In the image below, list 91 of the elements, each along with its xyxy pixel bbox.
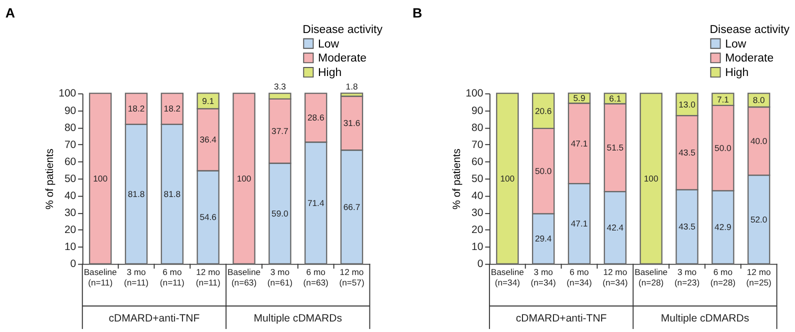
data-label: 100: [500, 173, 515, 184]
data-label: 51.5: [606, 142, 624, 153]
data-label: 100: [236, 173, 252, 184]
data-label: 59.0: [272, 208, 289, 218]
data-label: 50.0: [714, 142, 732, 153]
data-label: 81.8: [164, 188, 181, 199]
y-tick-label: 80: [472, 122, 484, 134]
data-label: 7.1: [716, 94, 730, 104]
x-tick-label: 12 mo (n=34): [602, 266, 628, 288]
y-tick-label: 40: [64, 190, 76, 202]
data-label: 1.8: [346, 81, 358, 92]
y-tick-label: 20: [64, 224, 76, 236]
y-tick-label: 100: [58, 88, 76, 100]
chart-title: A: [5, 6, 16, 21]
y-tick-label: 60: [64, 156, 76, 168]
text: cDMARD+anti-TNF: [516, 312, 607, 324]
y-tick-label: 80: [64, 122, 76, 134]
y-tick-label: 10: [64, 241, 76, 254]
data-label: 13.0: [678, 99, 696, 110]
x-tick-label: 12 mo (n=57): [339, 266, 364, 288]
text: Multiple cDMARDs: [254, 312, 342, 324]
y-tick-label: 50: [472, 172, 484, 185]
data-label: 43.5: [678, 147, 696, 158]
text: cDMARD+anti-TNF: [108, 312, 200, 324]
legend-label: Moderate: [318, 52, 367, 65]
data-label: 9.1: [202, 96, 214, 106]
chart-title: B: [412, 6, 422, 21]
data-label: 31.6: [343, 118, 360, 128]
legend-label: Low: [725, 38, 747, 50]
data-label: 42.4: [606, 222, 624, 233]
data-label: 42.9: [714, 222, 732, 232]
data-label: 54.6: [200, 212, 217, 222]
data-label: 18.2: [128, 104, 145, 114]
y-tick-label: 60: [472, 156, 484, 168]
x-tick-label: 3 mo (n=34): [530, 266, 556, 288]
x-tick-label: 6 mo (n=34): [566, 266, 592, 288]
data-label: 50.0: [534, 166, 552, 176]
data-label: 20.6: [534, 106, 552, 116]
data-label: 29.4: [534, 234, 552, 244]
data-label: 47.1: [570, 218, 588, 229]
data-label: 81.8: [128, 188, 145, 199]
data-label: 43.5: [678, 222, 696, 232]
y-tick-label: 70: [472, 138, 484, 151]
y-tick-label: 50: [64, 172, 76, 185]
y-tick-label: 0: [477, 258, 484, 270]
data-label: 100: [93, 173, 108, 184]
x-tick-label: Baseline (n=28): [634, 266, 668, 288]
data-label: 52.0: [750, 214, 768, 224]
x-tick-label: Baseline (n=63): [227, 266, 261, 288]
y-tick-label: 20: [472, 224, 484, 236]
y-tick-label: 40: [472, 190, 484, 202]
data-label: 71.4: [307, 198, 324, 208]
y-tick-label: 10: [472, 241, 484, 254]
x-tick-label: Baseline (n=34): [490, 266, 524, 288]
text: Multiple cDMARDs: [660, 312, 750, 324]
data-label: 100: [644, 173, 658, 184]
data-label: 6.1: [609, 93, 622, 104]
data-label: 8.0: [752, 95, 766, 106]
legend-label: Moderate: [725, 52, 774, 65]
data-label: 5.9: [573, 93, 586, 104]
legend-title: Disease activity: [710, 24, 790, 36]
data-label: 3.3: [274, 82, 286, 92]
data-label: 47.1: [570, 138, 588, 148]
data-label: 28.6: [307, 112, 324, 123]
legend-title: Disease activity: [302, 24, 383, 36]
x-tick-label: Baseline (n=11): [84, 266, 118, 288]
x-tick-label: 12 mo (n=11): [196, 266, 220, 288]
data-label: 66.7: [343, 202, 360, 212]
y-tick-label: 100: [466, 88, 484, 100]
legend-label: High: [318, 67, 342, 80]
x-tick-label: 6 mo (n=11): [160, 266, 185, 288]
y-tick-label: 90: [64, 104, 76, 117]
x-tick-label: 6 mo (n=28): [710, 266, 736, 288]
x-tick-label: 3 mo (n=23): [674, 266, 700, 288]
y-axis-title: % of patients: [450, 148, 463, 210]
x-tick-label: 3 mo (n=11): [124, 266, 149, 288]
legend-label: Low: [318, 38, 340, 50]
legend-label: High: [725, 67, 749, 80]
y-tick-label: 30: [472, 207, 484, 220]
data-label: 18.2: [164, 104, 181, 114]
data-label: 36.4: [200, 134, 217, 145]
data-label: 40.0: [750, 136, 768, 146]
x-tick-label: 6 mo (n=63): [303, 266, 329, 288]
x-tick-label: 3 mo (n=61): [267, 266, 293, 288]
y-tick-label: 90: [472, 104, 484, 117]
y-tick-label: 70: [64, 138, 76, 151]
y-tick-label: 30: [64, 207, 76, 220]
y-axis-title: % of patients: [44, 148, 56, 210]
y-tick-label: 0: [70, 258, 76, 270]
data-label: 37.7: [272, 126, 289, 136]
x-tick-label: 12 mo (n=25): [746, 266, 772, 288]
